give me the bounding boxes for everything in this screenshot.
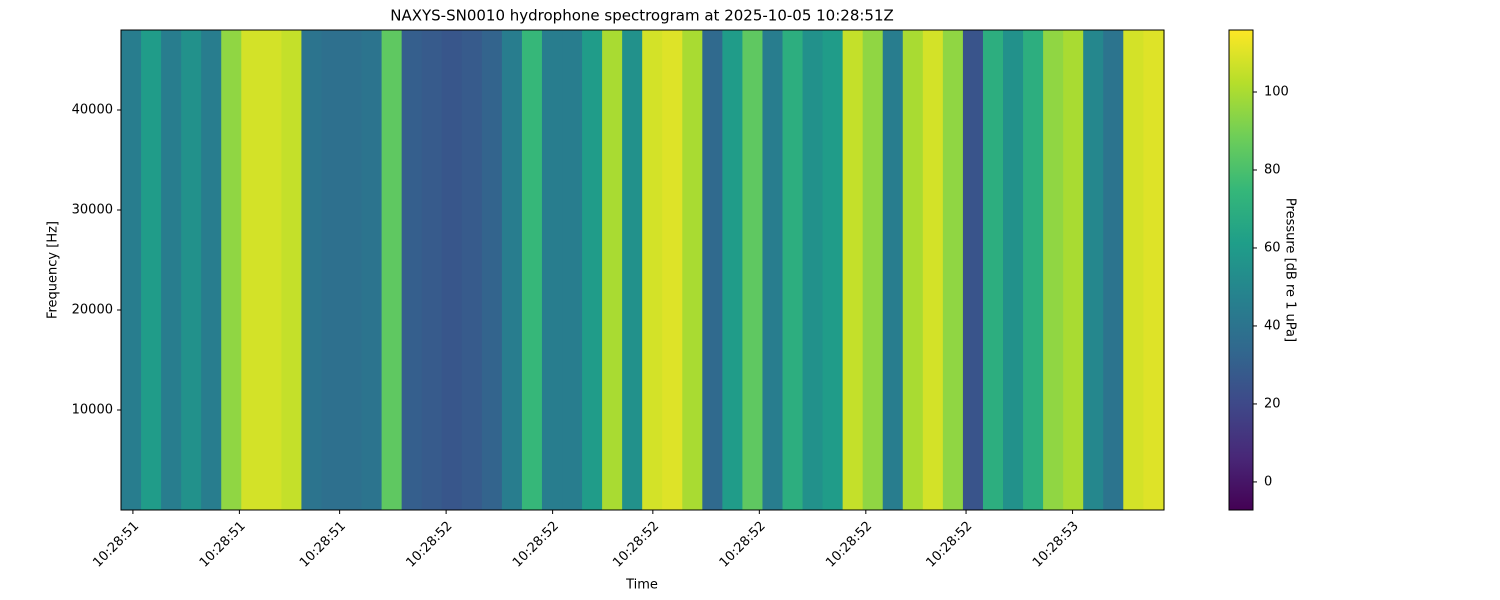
spectrogram-column — [942, 30, 964, 510]
spectrogram-column — [181, 30, 202, 510]
spectrogram-column — [802, 30, 824, 510]
y-axis-label: Frequency [Hz] — [46, 221, 61, 319]
spectrogram-column — [822, 30, 844, 510]
spectrogram-column — [141, 30, 162, 510]
spectrogram-column — [1123, 30, 1144, 510]
x-tick-label: 10:28:52 — [923, 519, 975, 571]
y-tick-label: 10000 — [72, 403, 113, 418]
colorbar-tick-label: 40 — [1264, 318, 1281, 333]
spectrogram-column — [261, 30, 282, 510]
spectrogram-column — [281, 30, 303, 510]
spectrogram-column — [602, 30, 623, 510]
spectrogram-column — [722, 30, 744, 510]
spectrogram-column — [962, 30, 984, 510]
spectrogram-column — [461, 30, 483, 510]
x-tick-label: 10:28:51 — [90, 519, 142, 571]
spectrogram-column — [782, 30, 804, 510]
x-tick-label: 10:28:52 — [510, 519, 562, 571]
x-tick-label: 10:28:51 — [297, 519, 349, 571]
x-axis-label: Time — [625, 578, 658, 593]
spectrogram-column — [922, 30, 944, 510]
spectrogram-column — [902, 30, 924, 510]
colorbar-tick-label: 60 — [1264, 240, 1281, 255]
spectrogram-column — [501, 30, 523, 510]
spectrogram-column — [361, 30, 383, 510]
x-tick-label: 10:28:52 — [717, 519, 769, 571]
y-tick-label: 20000 — [72, 303, 113, 318]
spectrogram-column — [562, 30, 583, 510]
spectrogram — [121, 30, 1165, 510]
spectrogram-column — [642, 30, 663, 510]
spectrogram-column — [982, 30, 1004, 510]
spectrogram-column — [662, 30, 683, 510]
spectrogram-column — [121, 30, 142, 510]
x-tick-label: 10:28:52 — [823, 519, 875, 571]
spectrogram-column — [1143, 30, 1165, 510]
colorbar-tick-label: 80 — [1264, 162, 1281, 177]
spectrogram-column — [1063, 30, 1084, 510]
colorbar-tick-label: 20 — [1264, 396, 1281, 411]
x-tick-label: 10:28:52 — [610, 519, 662, 571]
spectrogram-column — [421, 30, 443, 510]
spectrogram-column — [521, 30, 543, 510]
x-tick-label: 10:28:52 — [404, 519, 456, 571]
spectrogram-column — [742, 30, 764, 510]
spectrogram-column — [1083, 30, 1104, 510]
spectrogram-column — [1103, 30, 1124, 510]
spectrogram-column — [341, 30, 363, 510]
colorbar — [1229, 30, 1253, 510]
spectrogram-column — [682, 30, 703, 510]
chart-title: NAXYS-SN0010 hydrophone spectrogram at 2… — [390, 7, 894, 25]
x-tick-label: 10:28:53 — [1030, 519, 1082, 571]
spectrogram-column — [241, 30, 262, 510]
spectrogram-column — [1043, 30, 1064, 510]
spectrogram-column — [702, 30, 723, 510]
spectrogram-column — [441, 30, 463, 510]
spectrogram-column — [1023, 30, 1044, 510]
spectrogram-column — [882, 30, 904, 510]
x-tick-label: 10:28:51 — [197, 519, 249, 571]
spectrogram-column — [582, 30, 603, 510]
spectrogram-column — [862, 30, 884, 510]
spectrogram-column — [762, 30, 784, 510]
spectrogram-column — [842, 30, 864, 510]
spectrogram-column — [541, 30, 563, 510]
spectrogram-column — [1003, 30, 1024, 510]
spectrogram-column — [481, 30, 503, 510]
spectrogram-column — [161, 30, 182, 510]
colorbar-frame — [1228, 29, 1254, 511]
colorbar-label: Pressure [dB re 1 uPa] — [1283, 198, 1298, 342]
colorbar-tick-label: 100 — [1264, 84, 1289, 99]
y-tick-label: 30000 — [72, 203, 113, 218]
spectrogram-column — [622, 30, 643, 510]
y-tick-label: 40000 — [72, 103, 113, 118]
spectrogram-column — [301, 30, 323, 510]
colorbar-tick-label: 0 — [1264, 474, 1272, 489]
plot-frame — [120, 29, 1165, 511]
spectrogram-column — [401, 30, 423, 510]
spectrogram-column — [321, 30, 343, 510]
spectrogram-column — [381, 30, 403, 510]
spectrogram-column — [221, 30, 242, 510]
spectrogram-column — [201, 30, 222, 510]
